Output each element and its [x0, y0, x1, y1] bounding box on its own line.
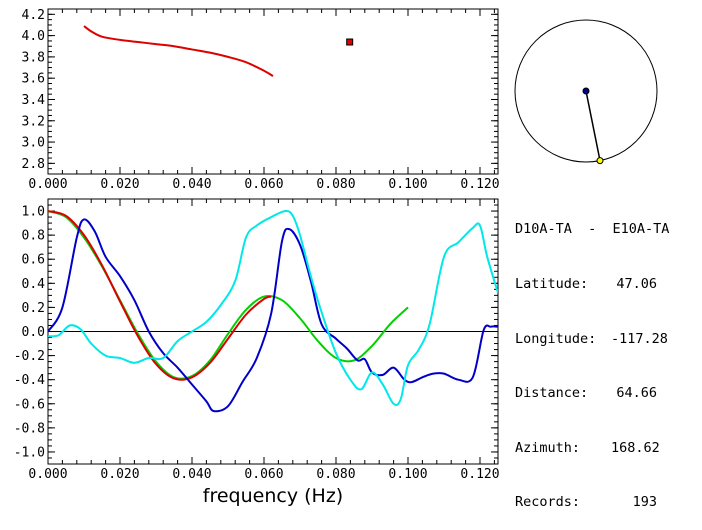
y-tick-label: -0.8: [14, 421, 45, 436]
x-tick-label: 0.040: [172, 177, 211, 192]
azimuth-line: [585, 90, 601, 161]
y-tick-label: 4.0: [22, 29, 45, 44]
plot-frame: [47, 8, 499, 175]
x-axis-label: frequency (Hz): [203, 485, 343, 507]
y-tick-label: -0.4: [14, 373, 45, 388]
info-value: 168.62: [611, 439, 660, 456]
y-tick-label: 0.8: [22, 229, 45, 244]
info-label: Distance:: [515, 385, 589, 402]
info-row: Azimuth: 168.62: [515, 439, 669, 457]
series-line: [83, 25, 274, 77]
info-label: Latitude:: [515, 276, 589, 293]
x-tick-label: 0.060: [244, 467, 283, 482]
x-tick-label: 0.120: [460, 177, 499, 192]
info-label: Azimuth:: [515, 439, 581, 456]
x-tick-label: 0.020: [100, 467, 139, 482]
y-tick-label: 0.0: [22, 325, 45, 340]
series-line: [48, 218, 498, 413]
series-marker: [346, 38, 354, 46]
station-map: [514, 19, 658, 165]
x-tick-label: 0.100: [388, 177, 427, 192]
figure: 0.000 0.020 0.040 0.060 0.080 0.100 0.120 2.8 3.…: [14, 8, 658, 507]
y-tick-label: -0.2: [14, 349, 45, 364]
info-value: -117.28: [611, 330, 668, 347]
y-tick-label: 3.4: [22, 93, 46, 108]
correlation-chart: 0.000 0.020 0.040 0.060 0.080 0.100 0.120 -1.0 -…: [14, 198, 500, 482]
info-value: 47.06: [616, 276, 657, 293]
x-tick-label: 0.020: [100, 177, 139, 192]
station-pair-label: D10A-TA - E10A-TA: [515, 221, 670, 238]
station-marker: [582, 87, 590, 95]
info-value: 193: [632, 494, 657, 511]
station-info-panel: D10A-TA - E10A-TA Latitude: 47.06 Longitu…: [515, 184, 669, 530]
y-tick-label: 3.0: [22, 136, 45, 151]
y-tick-label: 4.2: [22, 8, 45, 23]
x-tick-label: 0.080: [316, 467, 355, 482]
info-row: Latitude: 47.06: [515, 275, 669, 293]
info-label: Longitude:: [515, 330, 597, 347]
x-tick-label: 0.120: [460, 467, 499, 482]
y-tick-label: 2.8: [22, 157, 45, 172]
y-tick-label: 0.2: [22, 301, 45, 316]
y-tick-label: 3.6: [22, 72, 45, 87]
x-tick-label: 0.080: [316, 177, 355, 192]
y-tick-label: -1.0: [14, 445, 45, 460]
y-tick-label: 0.4: [22, 277, 46, 292]
series-line: [48, 210, 272, 381]
map-boundary: [514, 19, 658, 163]
station-marker: [596, 157, 604, 165]
info-row: Distance: 64.66: [515, 384, 669, 402]
info-row: Records: 193: [515, 493, 669, 511]
info-label: Records:: [515, 494, 581, 511]
y-tick-label: 3.8: [22, 50, 45, 65]
x-tick-label: 0.000: [28, 177, 67, 192]
series-line: [48, 210, 498, 406]
x-tick-label: 0.040: [172, 467, 211, 482]
y-tick-label: 1.0: [22, 205, 45, 220]
x-tick-label: 0.100: [388, 467, 427, 482]
x-tick-label: 0.060: [244, 177, 283, 192]
y-tick-label: 0.6: [22, 253, 45, 268]
y-tick-label: 3.2: [22, 114, 45, 129]
info-row: Longitude: -117.28: [515, 330, 669, 348]
y-tick-label: -0.6: [14, 397, 45, 412]
info-value: 64.66: [616, 385, 657, 402]
dispersion-chart: 0.000 0.020 0.040 0.060 0.080 0.100 0.120 2.8 3.…: [22, 8, 500, 192]
x-tick-label: 0.000: [28, 467, 67, 482]
